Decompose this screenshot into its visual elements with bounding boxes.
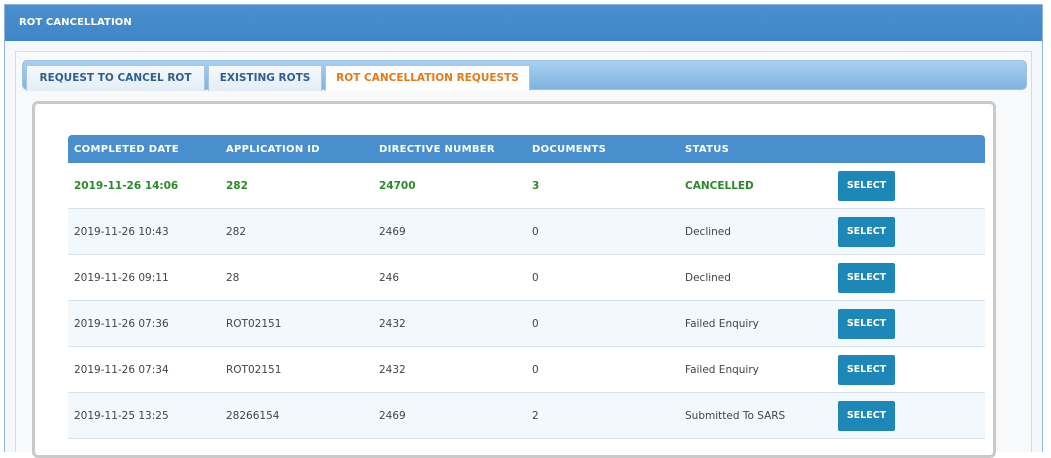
- cell-directive-number: 24700: [373, 163, 526, 209]
- column-header-status: STATUS: [679, 135, 832, 163]
- cell-status: Failed Enquiry: [679, 300, 832, 347]
- table-row: 2019-11-26 10:43 282 2469 0 Declined SEL…: [68, 208, 985, 255]
- table-row: 2019-11-25 13:25 28266154 2469 2 Submitt…: [68, 392, 985, 439]
- column-header-action: [832, 135, 985, 163]
- cell-directive-number: 2469: [373, 392, 526, 439]
- cell-documents: 0: [526, 208, 679, 255]
- table-row: 2019-11-26 07:36 ROT02151 2432 0 Failed …: [68, 300, 985, 347]
- cell-status: Declined: [679, 208, 832, 255]
- tab-rot-cancellation-requests[interactable]: ROT CANCELLATION REQUESTS: [325, 65, 530, 91]
- cell-directive-number: 2432: [373, 300, 526, 347]
- cell-application-id: ROT02151: [220, 300, 373, 347]
- cell-documents: 0: [526, 346, 679, 393]
- cell-action: SELECT: [832, 163, 985, 209]
- cell-documents: 0: [526, 254, 679, 301]
- select-button[interactable]: SELECT: [838, 354, 895, 385]
- select-button[interactable]: SELECT: [838, 400, 895, 431]
- cell-directive-number: 2432: [373, 346, 526, 393]
- column-header-documents: DOCUMENTS: [526, 135, 679, 163]
- rot-cancellation-panel: ROT CANCELLATION REQUEST TO CANCEL ROT E…: [4, 4, 1043, 458]
- panel-body: REQUEST TO CANCEL ROT EXISTING ROTS ROT …: [15, 51, 1032, 458]
- cell-action: SELECT: [832, 346, 985, 393]
- select-button[interactable]: SELECT: [838, 170, 895, 201]
- select-button[interactable]: SELECT: [838, 262, 895, 293]
- column-header-directive-number: DIRECTIVE NUMBER: [373, 135, 526, 163]
- cell-action: SELECT: [832, 254, 985, 301]
- cell-application-id: 28266154: [220, 392, 373, 439]
- requests-content: COMPLETED DATE APPLICATION ID DIRECTIVE …: [32, 101, 996, 458]
- tab-existing-rots[interactable]: EXISTING ROTS: [208, 65, 322, 91]
- cell-application-id: ROT02151: [220, 346, 373, 393]
- cell-completed-date: 2019-11-26 07:36: [68, 300, 220, 347]
- cell-documents: 0: [526, 300, 679, 347]
- table-row: 2019-11-26 07:34 ROT02151 2432 0 Failed …: [68, 346, 985, 393]
- cell-directive-number: 246: [373, 254, 526, 301]
- cell-status: CANCELLED: [679, 163, 832, 209]
- panel-title: ROT CANCELLATION: [5, 5, 1042, 41]
- cell-completed-date: 2019-11-25 13:25: [68, 392, 220, 439]
- cell-completed-date: 2019-11-26 07:34: [68, 346, 220, 393]
- select-button[interactable]: SELECT: [838, 216, 895, 247]
- cell-status: Declined: [679, 254, 832, 301]
- cell-completed-date: 2019-11-26 09:11: [68, 254, 220, 301]
- tab-request-to-cancel-rot[interactable]: REQUEST TO CANCEL ROT: [26, 65, 205, 91]
- tab-bar: REQUEST TO CANCEL ROT EXISTING ROTS ROT …: [22, 60, 1027, 91]
- cell-documents: 3: [526, 163, 679, 209]
- cell-action: SELECT: [832, 208, 985, 255]
- cell-action: SELECT: [832, 392, 985, 439]
- table-header-row: COMPLETED DATE APPLICATION ID DIRECTIVE …: [68, 135, 985, 163]
- select-button[interactable]: SELECT: [838, 308, 895, 339]
- cell-status: Submitted To SARS: [679, 392, 832, 439]
- cell-application-id: 282: [220, 163, 373, 209]
- cell-application-id: 28: [220, 254, 373, 301]
- cell-completed-date: 2019-11-26 14:06: [68, 163, 220, 209]
- cell-completed-date: 2019-11-26 10:43: [68, 208, 220, 255]
- cell-directive-number: 2469: [373, 208, 526, 255]
- column-header-completed-date: COMPLETED DATE: [68, 135, 220, 163]
- cell-application-id: 282: [220, 208, 373, 255]
- cell-status: Failed Enquiry: [679, 346, 832, 393]
- table-row: 2019-11-26 09:11 28 246 0 Declined SELEC…: [68, 254, 985, 301]
- column-header-application-id: APPLICATION ID: [220, 135, 373, 163]
- cell-documents: 2: [526, 392, 679, 439]
- table-row: 2019-11-26 14:06 282 24700 3 CANCELLED S…: [68, 163, 985, 209]
- cell-action: SELECT: [832, 300, 985, 347]
- cancellation-requests-table: COMPLETED DATE APPLICATION ID DIRECTIVE …: [68, 135, 985, 439]
